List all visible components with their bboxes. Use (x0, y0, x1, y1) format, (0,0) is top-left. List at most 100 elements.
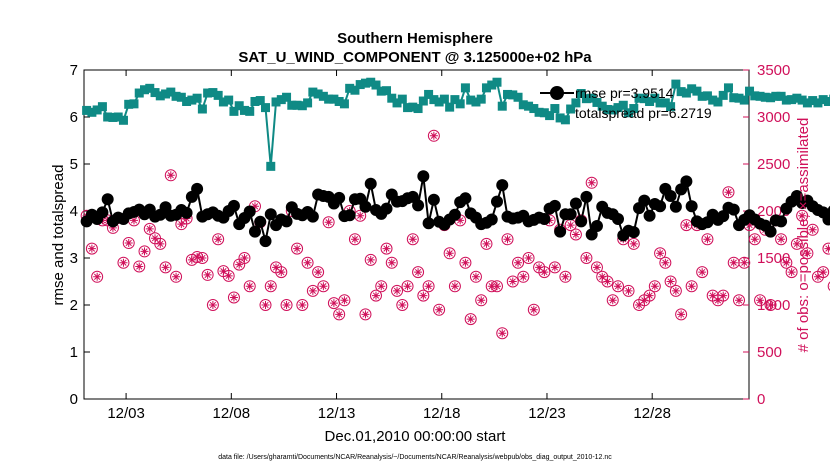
obs-point (806, 223, 819, 236)
obs-point (748, 233, 761, 246)
totalspread-point (239, 105, 249, 115)
obs-point (601, 275, 614, 288)
rmse-point (485, 213, 498, 226)
totalspread-point (739, 95, 749, 105)
obs-point (675, 308, 688, 321)
totalspread-point (587, 93, 597, 103)
totalspread-point (508, 90, 518, 100)
rmse-point (727, 203, 740, 216)
totalspread-point (155, 91, 165, 101)
totalspread-point (108, 112, 118, 122)
obs-point (790, 237, 803, 250)
obs-point (727, 256, 740, 269)
obs-point (264, 280, 277, 293)
obs-point (138, 245, 151, 258)
obs-point (154, 237, 167, 250)
obs-point (733, 294, 746, 307)
totalspread-point (403, 103, 413, 113)
y-tick-label-right: 3500 (757, 62, 790, 79)
y-tick-label: 4 (70, 203, 78, 220)
totalspread-point (702, 91, 712, 101)
x-tick-label: 12/03 (107, 405, 145, 422)
obs-point (301, 256, 314, 269)
obs-point (559, 270, 572, 283)
obs-point (590, 261, 603, 274)
totalspread-point (350, 85, 360, 95)
obs-point (427, 129, 440, 142)
totalspread-point (708, 95, 718, 105)
totalspread-point (339, 99, 349, 109)
obs-point (780, 256, 793, 269)
totalspread-point (550, 104, 560, 114)
totalspread-point (592, 97, 602, 107)
obs-point (611, 280, 624, 293)
totalspread-point (124, 99, 134, 109)
totalspread-point (197, 104, 207, 114)
obs-point (422, 280, 435, 293)
totalspread-point (182, 96, 192, 106)
totalspread-point (413, 104, 423, 114)
totalspread-point (292, 100, 302, 110)
rmse-point (343, 209, 356, 222)
obs-point (85, 242, 98, 255)
totalspread-point (671, 79, 681, 89)
totalspread-point (287, 100, 297, 110)
totalspread-point (140, 85, 150, 95)
totalspread-point (639, 94, 649, 104)
totalspread-point (802, 98, 812, 108)
totalspread-point (723, 83, 733, 93)
totalspread-point (666, 102, 676, 112)
footnote: data file: /Users/gharamti/Documents/NCA… (218, 454, 612, 461)
series-layer (80, 77, 830, 340)
totalspread-point (750, 91, 760, 101)
obs-point (817, 266, 830, 279)
y-tick-label-right: 3000 (757, 109, 790, 126)
obs-point (664, 275, 677, 288)
y-tick-label: 2 (70, 297, 78, 314)
obs-point (396, 299, 409, 311)
obs-point (243, 280, 256, 293)
totalspread-point (581, 94, 591, 104)
obs-point (696, 266, 709, 279)
obs-point (306, 284, 319, 297)
totalspread-point (797, 95, 807, 105)
rmse-point (538, 212, 551, 225)
totalspread-point (418, 96, 428, 106)
y-tick-label: 3 (70, 250, 78, 267)
totalspread-point (460, 83, 470, 93)
obs-point (222, 269, 235, 282)
totalspread-point (471, 97, 481, 107)
totalspread-point (392, 98, 402, 108)
x-tick-label: 12/13 (318, 405, 356, 422)
rmse-point (664, 189, 677, 202)
totalspread-point (818, 95, 828, 105)
totalspread-point (360, 78, 370, 88)
obs-point (206, 299, 219, 311)
obs-point (480, 237, 493, 250)
rmse-point (496, 179, 509, 192)
totalspread-point (618, 100, 628, 110)
totalspread-point (529, 104, 539, 114)
obs-point (717, 289, 730, 302)
rmse-point (627, 226, 640, 239)
obs-point (475, 294, 488, 307)
rmse-point (638, 194, 651, 207)
totalspread-point (176, 92, 186, 102)
y-tick-label-right: 1500 (757, 250, 790, 267)
rmse-point (191, 182, 204, 195)
totalspread-point (745, 86, 755, 96)
totalspread-point (434, 97, 444, 107)
rmse-point (359, 200, 372, 213)
rmse-point (564, 208, 577, 221)
obs-point (522, 252, 535, 264)
rmse-point (96, 206, 109, 219)
totalspread-point (282, 92, 292, 102)
obs-point (654, 247, 667, 260)
rmse-point (243, 205, 256, 218)
rmse-point (575, 215, 588, 228)
totalspread-point (476, 94, 486, 104)
totalspread-point (382, 86, 392, 96)
totalspread-point (224, 95, 234, 105)
rmse-point (669, 200, 682, 213)
